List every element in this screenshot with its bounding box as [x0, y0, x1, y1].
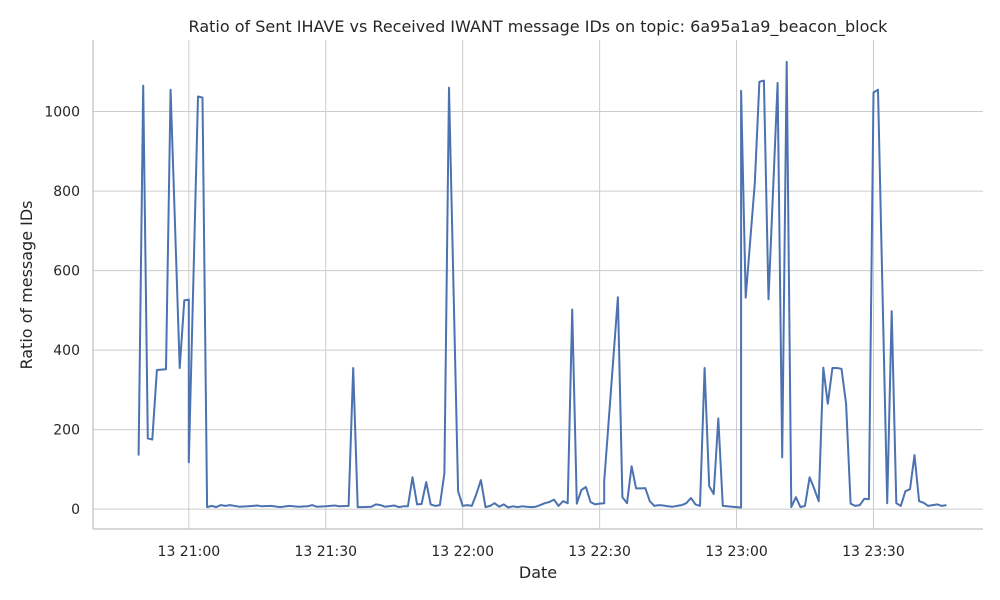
- x-tick-label: 13 21:30: [294, 544, 357, 560]
- x-tick-label: 13 23:30: [842, 544, 905, 560]
- y-tick-label: 1000: [44, 105, 80, 121]
- x-axis-label: Date: [519, 563, 557, 582]
- series-layer: [137, 60, 947, 509]
- x-tick-label: 13 22:00: [431, 544, 494, 560]
- x-tick-label: 13 21:00: [158, 544, 221, 560]
- y-tick-label: 200: [53, 423, 80, 439]
- tick-labels: 0 200 400 600 800 1000 13 21:00 13 21:30 13 22:0…: [44, 105, 904, 560]
- x-tick-label: 13 22:30: [568, 544, 631, 560]
- y-axis-label: Ratio of message IDs: [17, 200, 36, 369]
- y-tick-label: 600: [53, 264, 80, 280]
- y-tick-label: 800: [53, 184, 80, 200]
- x-tick-label: 13 23:00: [705, 544, 768, 560]
- series-line: [137, 60, 947, 509]
- chart-title: Ratio of Sent IHAVE vs Received IWANT me…: [189, 17, 889, 37]
- grid-layer: [93, 40, 983, 529]
- y-tick-label: 400: [53, 343, 80, 359]
- axes-spines: [92, 40, 983, 530]
- y-tick-label: 0: [71, 502, 80, 518]
